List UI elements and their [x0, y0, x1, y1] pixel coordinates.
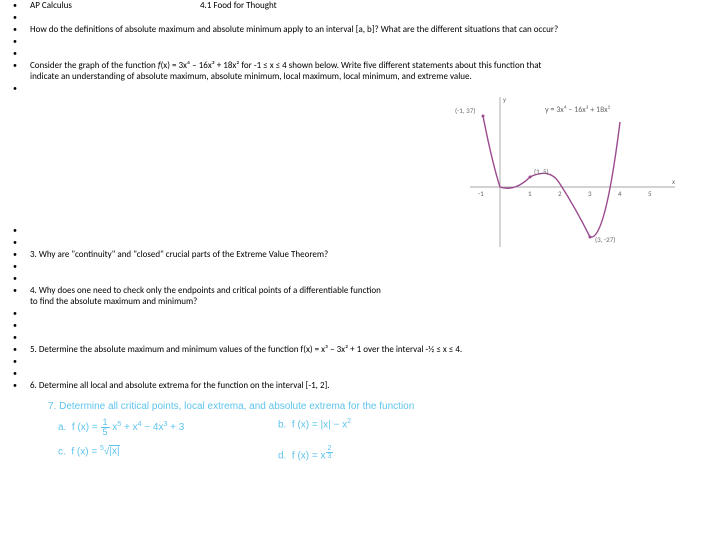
empty-bullet-row: •: [0, 12, 720, 23]
q7-block: 7. Determine all critical points, local …: [48, 401, 720, 462]
bullet: •: [0, 36, 30, 47]
q4-row: • 4. Why does one need to check only the…: [0, 285, 720, 307]
q4-line1: 4. Why does one need to check only the e…: [30, 285, 381, 296]
bullet: •: [0, 308, 30, 319]
empty-bullet-row: •: [0, 332, 720, 343]
svg-text:x: x: [671, 177, 676, 186]
svg-text:y = 3x⁴ − 16x³ + 18x²: y = 3x⁴ − 16x³ + 18x²: [545, 105, 611, 115]
q2-line2: indicate an understanding of absolute ma…: [30, 71, 472, 82]
q2-func-def: (x) = 3x⁴ – 16x³ + 18x² for -1 ≤ x ≤ 4 s…: [161, 60, 542, 71]
bullet: •: [0, 249, 30, 260]
bullet: •: [0, 320, 30, 331]
svg-text:2: 2: [558, 189, 562, 198]
svg-text:1: 1: [528, 189, 532, 198]
header-row: • AP Calculus 4.1 Food for Thought: [0, 0, 720, 11]
q7-item-d: d. f (x) = x23: [278, 445, 478, 462]
bullet: •: [0, 48, 30, 59]
empty-bullet-row: •: [0, 48, 720, 59]
q4-content: 4. Why does one need to check only the e…: [30, 285, 720, 307]
bullet: •: [0, 332, 30, 343]
svg-text:(1, 5): (1, 5): [534, 167, 549, 176]
function-graph: x y -1 1 2 3 4 5 (-1, 37) (1, 5) (3, -27…: [450, 92, 680, 252]
q7-item-c: c. f (x) = 5√|x|: [58, 445, 258, 462]
q1-row: • How do the definitions of absolute max…: [0, 24, 720, 35]
svg-text:4: 4: [618, 189, 622, 198]
q7-prompt: 7. Determine all critical points, local …: [48, 401, 720, 412]
empty-bullet-row: •: [0, 273, 720, 284]
svg-text:3: 3: [588, 189, 592, 198]
svg-text:-1: -1: [478, 189, 484, 198]
q5-row: • 5. Determine the absolute maximum and …: [0, 344, 720, 355]
q7-item-a: a. f (x) = 15 x5 + x4 − 4x3 + 3: [58, 418, 258, 437]
bullet: •: [0, 12, 30, 23]
svg-text:(3, -27): (3, -27): [595, 235, 615, 244]
q2-part1: Consider the graph of the function: [30, 60, 158, 71]
header-content: AP Calculus 4.1 Food for Thought: [30, 0, 720, 11]
graph-svg: x y -1 1 2 3 4 5 (-1, 37) (1, 5) (3, -27…: [450, 92, 680, 252]
bullet: •: [0, 344, 30, 355]
empty-bullet-row: •: [0, 368, 720, 379]
svg-text:y: y: [503, 95, 507, 104]
q7-grid: a. f (x) = 15 x5 + x4 − 4x3 + 3 b. f (x)…: [58, 418, 720, 462]
q5-text: 5. Determine the absolute maximum and mi…: [30, 344, 720, 355]
q4-line2: to find the absolute maximum and minimum…: [30, 296, 197, 307]
bullet: •: [0, 285, 30, 296]
empty-bullet-row: •: [0, 356, 720, 367]
bullet: •: [0, 261, 30, 272]
bullet: •: [0, 237, 30, 248]
bullet: •: [0, 273, 30, 284]
bullet: •: [0, 368, 30, 379]
q7-item-b: b. f (x) = |x| − x2: [278, 418, 478, 437]
q2-row: • Consider the graph of the function f(x…: [0, 60, 720, 82]
bullet: •: [0, 356, 30, 367]
bullet: •: [0, 60, 30, 71]
bullet: •: [0, 83, 30, 94]
empty-bullet-row: •: [0, 308, 720, 319]
bullet: •: [0, 225, 30, 236]
q2-content: Consider the graph of the function f(x) …: [30, 60, 720, 82]
bullet: •: [0, 0, 30, 11]
empty-bullet-row: •: [0, 261, 720, 272]
bullet: •: [0, 24, 30, 35]
bullet: •: [0, 380, 30, 391]
q1-text: How do the definitions of absolute maxim…: [30, 24, 720, 35]
empty-bullet-row: •: [0, 36, 720, 47]
q6-text: 6. Determine all local and absolute extr…: [30, 380, 720, 391]
svg-text:(-1, 37): (-1, 37): [455, 106, 475, 115]
q6-row: • 6. Determine all local and absolute ex…: [0, 380, 720, 391]
course-name: AP Calculus: [30, 0, 200, 11]
svg-text:5: 5: [648, 189, 652, 198]
empty-bullet-row: •: [0, 320, 720, 331]
worksheet-title: 4.1 Food for Thought: [200, 0, 277, 11]
